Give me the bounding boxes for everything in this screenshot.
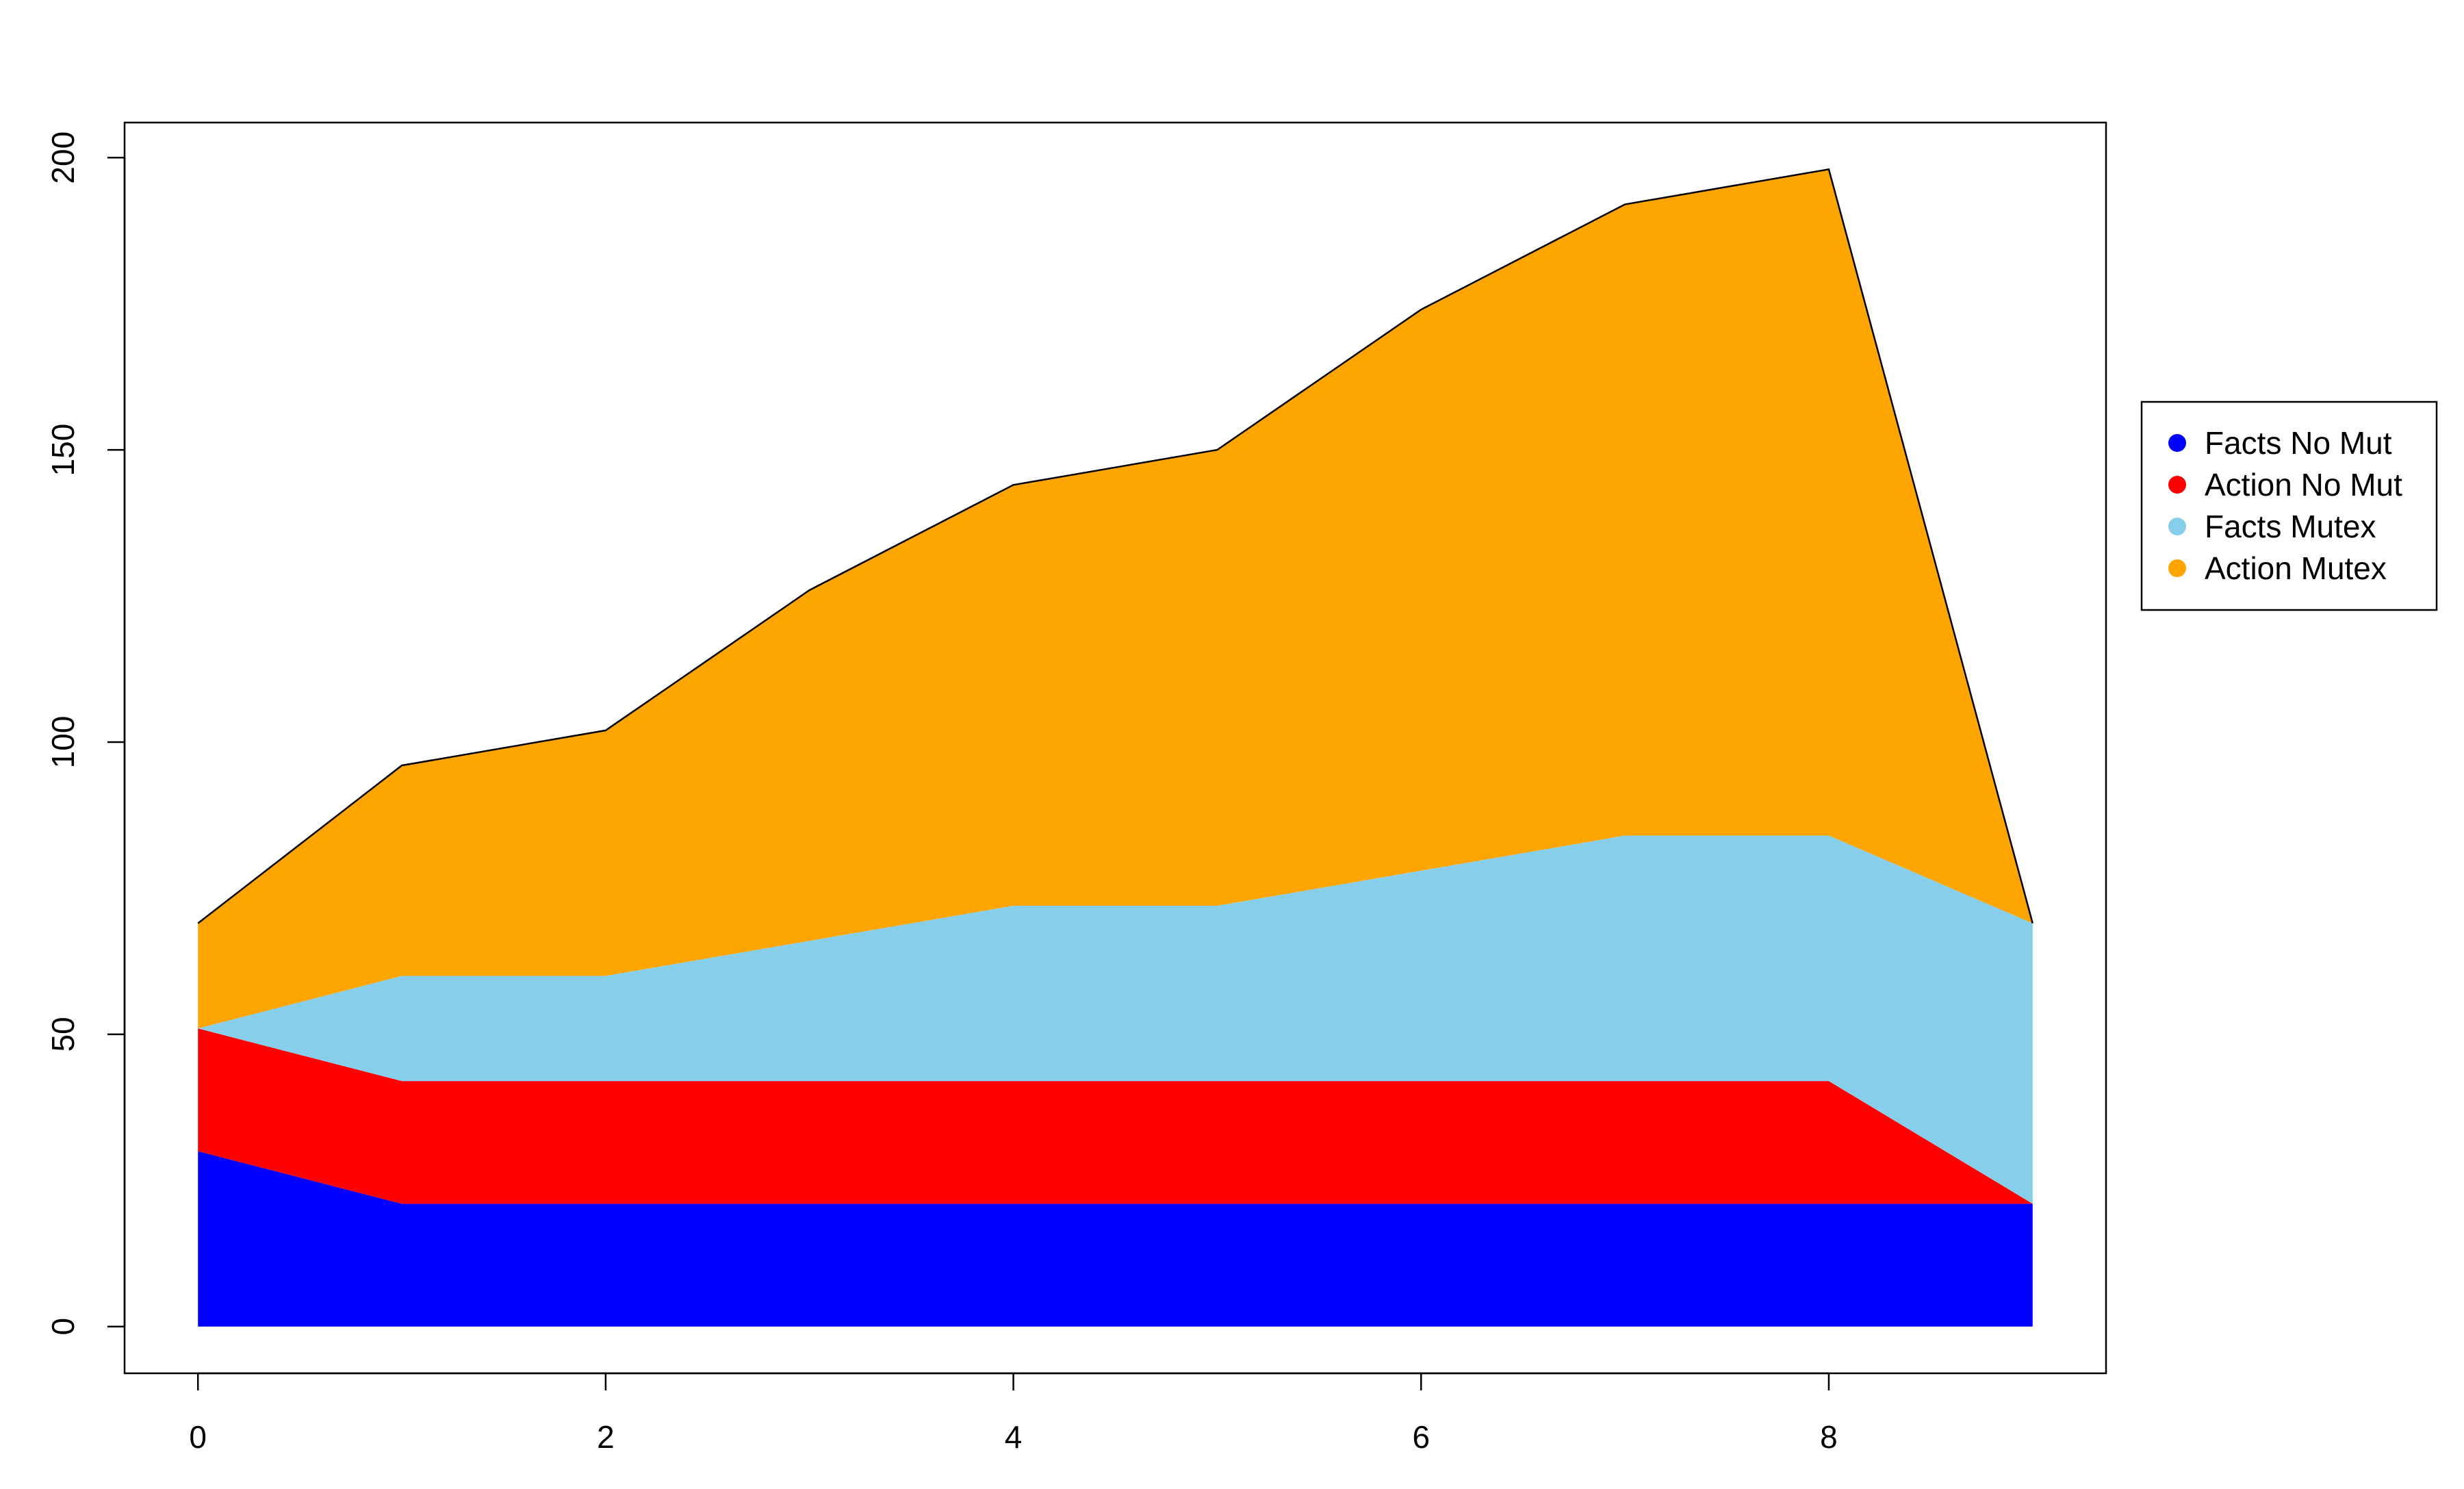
x-tick-label: 8	[1820, 1419, 1838, 1455]
area-facts-no-mut	[198, 1151, 2033, 1327]
x-tick-label: 2	[597, 1419, 615, 1455]
legend: Facts No Mut Action No Mut Facts Mutex Acti…	[2140, 400, 2438, 611]
y-tick-label: 200	[45, 131, 81, 184]
y-tick-label: 0	[45, 1318, 81, 1336]
area-action-mutex	[198, 169, 2033, 1029]
legend-label-action-no-mut: Action No Mut	[2205, 467, 2402, 502]
legend-marker-facts-no-mut	[2168, 434, 2186, 452]
x-axis: 0 2 4 6 8	[189, 1372, 1838, 1455]
x-tick-label: 0	[189, 1419, 207, 1455]
legend-label-action-mutex: Action Mutex	[2205, 550, 2387, 586]
area-facts-mutex	[198, 835, 2033, 1204]
top-outline	[197, 168, 2033, 924]
y-tick-label: 50	[45, 1017, 81, 1052]
legend-label-facts-no-mut: Facts No Mut	[2205, 425, 2392, 461]
y-tick-label: 150	[45, 424, 81, 476]
x-tick-label: 6	[1412, 1419, 1430, 1455]
y-tick-label: 100	[45, 716, 81, 769]
legend-label-facts-mutex: Facts Mutex	[2205, 509, 2376, 544]
legend-marker-action-mutex	[2168, 559, 2186, 577]
area-layers	[198, 169, 2033, 1327]
y-axis: 0 50 100 150 200	[45, 131, 126, 1336]
legend-box	[2140, 400, 2438, 611]
legend-marker-action-no-mut	[2168, 476, 2186, 494]
area-action-no-mut	[198, 1028, 2033, 1204]
legend-marker-facts-mutex	[2168, 518, 2186, 535]
x-tick-label: 4	[1005, 1419, 1023, 1455]
